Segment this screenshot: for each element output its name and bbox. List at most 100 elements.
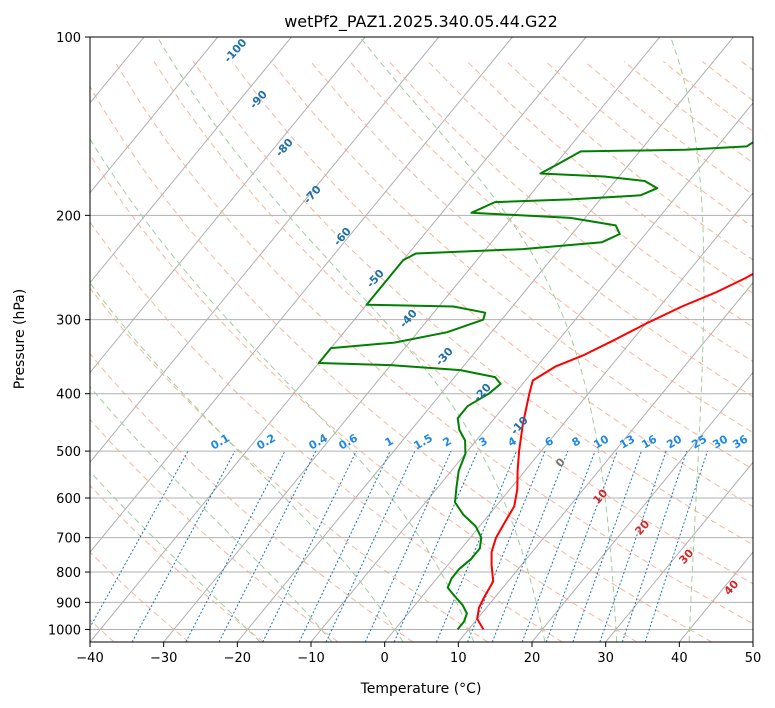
isotherm-line	[90, 37, 366, 374]
dry-adiabat-line	[90, 551, 190, 642]
mixing-ratio-label: 10	[591, 432, 611, 451]
mixing-ratio-line	[491, 450, 569, 642]
moist-adiabat-line	[670, 37, 705, 642]
mixing-ratio-line	[393, 450, 479, 642]
dry-adiabat-line	[741, 61, 753, 71]
isotherm-line	[90, 37, 219, 194]
isotherm-line	[90, 37, 292, 284]
moist-adiabats	[90, 37, 705, 642]
isotherm-line	[0, 37, 70, 642]
sounding-profiles	[317, 141, 753, 631]
mixing-ratio-label: 20	[664, 432, 684, 451]
x-tick-label: 40	[671, 651, 688, 666]
pressure-gridlines	[90, 37, 753, 630]
isotherm-line	[90, 37, 440, 464]
dry-adiabat-line	[90, 287, 488, 642]
dry-adiabat-line	[427, 61, 753, 328]
moist-adiabat-line	[90, 138, 475, 642]
moist-adiabat-line	[90, 282, 404, 642]
line-labels: -100-90-80-70-60-50-40-30-20-100.1 0.2 0.4…	[209, 36, 751, 598]
dry-adiabat-line	[506, 61, 753, 261]
y-tick-label: 1000	[48, 623, 81, 638]
x-tick-label: −10	[297, 651, 324, 666]
y-tick-label: 200	[56, 209, 81, 224]
isotherm-line	[457, 281, 753, 642]
mixing-ratio-line	[90, 450, 189, 629]
dry-adiabat-label: -40	[397, 307, 420, 331]
y-tick-label: 400	[56, 388, 81, 403]
dry-adiabat-line	[90, 85, 712, 642]
dry-adiabat-line	[466, 61, 753, 294]
isotherm-line	[90, 37, 513, 553]
dry-adiabat-line	[310, 61, 753, 434]
mixing-ratio-label: 36	[730, 432, 750, 451]
mixing-ratio-label: 0.2	[255, 431, 278, 452]
dry-adiabat-line	[545, 61, 753, 228]
mixing-ratio-line	[185, 450, 286, 642]
mixing-ratio-label: 0.1	[209, 431, 232, 452]
moist-adiabat-label: 10	[590, 486, 610, 506]
dry-adiabat-label: -20	[471, 381, 494, 405]
isotherm-line	[90, 37, 587, 642]
y-tick-label: 100	[56, 31, 81, 46]
temperature-line	[476, 272, 753, 630]
dry-adiabat-line	[153, 61, 753, 585]
dry-adiabats	[90, 61, 753, 642]
dry-adiabat-label: -30	[433, 345, 456, 369]
y-axis-title: Pressure (hPa)	[12, 289, 28, 389]
dewpoint-line	[317, 141, 753, 631]
y-tick-label: 300	[56, 314, 81, 329]
dry-adiabat-label: -70	[301, 183, 324, 207]
mixing-ratio-line	[621, 450, 688, 642]
moist-adiabat-line	[156, 37, 546, 642]
moist-adiabat-label: 20	[632, 517, 652, 537]
dry-adiabat-line	[349, 61, 753, 398]
moist-adiabat-line	[90, 470, 261, 642]
mixing-ratio-label: 3	[477, 434, 490, 449]
mixing-ratio-label: 30	[710, 432, 730, 451]
isotherm-line	[310, 102, 753, 642]
x-tick-label: 20	[524, 651, 541, 666]
mixing-ratio-line	[545, 450, 618, 642]
mixing-ratio-line	[521, 450, 596, 642]
x-tick-label: −30	[150, 651, 177, 666]
isotherm-line	[236, 37, 734, 642]
dry-adiabat-label: -80	[273, 136, 296, 160]
mixing-ratio-line	[644, 450, 708, 642]
x-tick-label: 10	[450, 651, 467, 666]
x-tick-label: 30	[597, 651, 614, 666]
dry-adiabat-label: -50	[364, 267, 387, 291]
isotherm-line	[531, 371, 753, 642]
dry-adiabat-line	[231, 61, 753, 508]
dry-adiabat-label: -90	[247, 88, 270, 112]
moist-adiabat-line	[90, 386, 333, 642]
dry-adiabat-line	[90, 221, 563, 642]
mixing-ratio-line	[262, 450, 357, 642]
mixing-ratio-line	[131, 450, 236, 642]
x-tick-label: −40	[76, 651, 103, 666]
isotherm-line	[605, 461, 753, 642]
y-tick-label: 900	[56, 596, 81, 611]
dry-adiabat-line	[114, 61, 753, 625]
x-tick-label: 0	[381, 651, 389, 666]
isotherm-line	[384, 192, 753, 642]
dry-adiabat-line	[90, 484, 264, 642]
dry-adiabat-label: -100	[221, 36, 249, 65]
mixing-ratio-line	[572, 450, 642, 642]
moist-adiabat-label: 40	[721, 577, 741, 597]
mixing-ratio-label: 1	[383, 434, 396, 449]
mixing-ratio-label: 13	[617, 433, 637, 452]
mixing-ratio-line	[599, 450, 667, 642]
dry-adiabat-line	[90, 352, 414, 642]
plot-frame	[89, 36, 754, 643]
mixing-ratio-label: 1.5	[412, 431, 435, 452]
dry-adiabat-line	[388, 61, 753, 363]
isotherm-line	[752, 641, 753, 642]
x-tick-label: −20	[224, 651, 251, 666]
axis-ticks: −40 −30 −20 −10 0 10 20 30 40 50 1000 900 800 700 600 5…	[48, 31, 761, 666]
mixing-ratio-line	[298, 450, 391, 642]
y-tick-label: 600	[56, 492, 81, 507]
y-tick-label: 700	[56, 532, 81, 547]
dry-adiabat-line	[192, 61, 753, 546]
